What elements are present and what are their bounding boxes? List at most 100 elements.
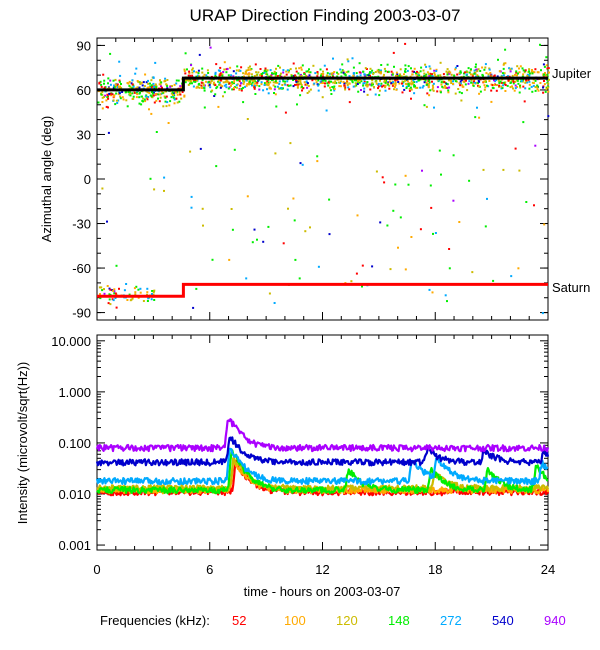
azimuth-data-point xyxy=(194,79,197,82)
azimuth-data-point xyxy=(442,73,445,76)
azimuth-data-point xyxy=(396,78,399,81)
azimuth-data-point xyxy=(152,94,155,97)
azimuth-data-point xyxy=(432,82,435,85)
azimuth-data-point xyxy=(479,90,482,93)
azimuth-data-point xyxy=(498,84,501,87)
azimuth-data-point xyxy=(209,46,212,49)
azimuth-data-point xyxy=(215,63,218,66)
azimuth-data-point xyxy=(191,68,194,71)
azimuth-data-point xyxy=(222,81,225,84)
azimuth-data-point xyxy=(467,67,470,70)
azimuth-data-point xyxy=(339,81,342,84)
azimuth-data-point xyxy=(325,109,328,112)
azimuth-data-point xyxy=(405,87,408,89)
azimuth-data-point xyxy=(537,71,540,74)
azimuth-data-point xyxy=(531,81,534,84)
azimuth-outlier-point xyxy=(375,170,378,173)
azimuth-data-point xyxy=(295,70,298,73)
azimuth-data-point xyxy=(205,80,208,83)
legend-frequency-100: 100 xyxy=(284,613,306,628)
azimuth-data-point xyxy=(369,67,372,70)
azimuth-data-point xyxy=(543,73,545,76)
azimuth-outlier-point xyxy=(361,285,363,288)
azimuth-data-point xyxy=(433,106,435,109)
azimuth-outlier-point xyxy=(149,177,152,180)
saturn-cluster-point xyxy=(146,291,149,294)
azimuth-data-point xyxy=(544,72,546,74)
azimuth-data-point xyxy=(459,84,462,87)
azimuth-data-point xyxy=(154,83,157,86)
azimuth-data-point xyxy=(237,79,240,82)
azimuth-data-point xyxy=(243,78,245,81)
azimuth-outlier-point xyxy=(356,214,359,217)
azimuth-outlier-point xyxy=(458,221,461,223)
azimuth-data-point xyxy=(247,69,250,71)
azimuth-data-point xyxy=(542,86,544,89)
legend-frequency-120: 120 xyxy=(336,613,358,628)
saturn-cluster-point xyxy=(131,297,134,300)
azimuth-data-point xyxy=(145,81,148,84)
azimuth-outlier-point xyxy=(115,264,118,267)
azimuth-data-point xyxy=(389,80,391,83)
azimuth-data-point xyxy=(272,81,275,84)
azimuth-data-point xyxy=(170,92,173,95)
azimuth-data-point xyxy=(369,74,371,77)
azimuth-data-point xyxy=(260,75,263,77)
azimuth-data-point xyxy=(404,79,407,82)
azimuth-data-point xyxy=(517,82,520,85)
azimuth-data-point xyxy=(138,96,141,99)
azimuth-data-point xyxy=(138,81,141,84)
azimuth-data-point xyxy=(516,65,519,68)
azimuth-data-point xyxy=(542,85,545,88)
azimuth-data-point xyxy=(165,105,168,108)
azimuth-data-point xyxy=(477,68,480,71)
azimuth-data-point xyxy=(161,91,164,94)
azimuth-outlier-point xyxy=(525,201,528,203)
azimuth-data-point xyxy=(275,105,278,108)
azimuth-data-point xyxy=(524,81,527,84)
azimuth-outlier-point xyxy=(407,183,410,186)
azimuth-data-point xyxy=(229,66,232,69)
azimuth-data-point xyxy=(149,82,151,85)
azimuth-data-point xyxy=(492,87,495,90)
azimuth-data-point xyxy=(422,69,425,72)
azimuth-data-point xyxy=(173,90,176,93)
azimuth-data-point xyxy=(235,69,238,72)
azimuth-data-point xyxy=(410,67,412,70)
azimuth-data-point xyxy=(352,72,355,75)
azimuth-data-point xyxy=(343,82,346,85)
intensity-series xyxy=(95,418,550,497)
azimuth-data-point xyxy=(377,85,380,88)
azimuth-data-point xyxy=(239,84,242,87)
azimuth-data-point xyxy=(330,93,333,95)
azimuth-data-point xyxy=(385,79,388,82)
azimuth-data-point xyxy=(391,73,394,76)
azimuth-data-point xyxy=(346,79,349,82)
azimuth-data-point xyxy=(360,89,362,91)
azimuth-data-point xyxy=(523,71,526,74)
azimuth-data-point xyxy=(364,67,367,70)
azimuth-data-point xyxy=(223,91,226,94)
azimuth-data-point xyxy=(381,85,384,88)
azimuth-data-point xyxy=(346,80,349,83)
azimuth-data-point xyxy=(244,85,247,88)
azimuth-data-point xyxy=(488,80,491,82)
azimuth-data-point xyxy=(333,71,336,73)
azimuth-data-point xyxy=(109,92,112,95)
saturn-cluster-point xyxy=(129,299,132,302)
azimuth-data-point xyxy=(201,79,204,82)
azimuth-data-point xyxy=(290,74,293,76)
saturn-cluster-point xyxy=(151,290,154,292)
azimuth-data-point xyxy=(154,61,157,64)
azimuth-data-point xyxy=(413,70,416,73)
azimuth-data-point xyxy=(137,80,140,83)
saturn-cluster-point xyxy=(113,292,116,295)
azimuth-outlier-point xyxy=(419,228,422,231)
azimuth-data-point xyxy=(300,68,303,71)
azimuth-data-point xyxy=(258,85,261,88)
azimuth-data-point xyxy=(159,93,162,96)
azimuth-data-point xyxy=(285,73,288,76)
azimuth-data-point xyxy=(306,92,309,94)
azimuth-data-point xyxy=(335,82,338,84)
azimuth-data-point xyxy=(135,67,138,70)
